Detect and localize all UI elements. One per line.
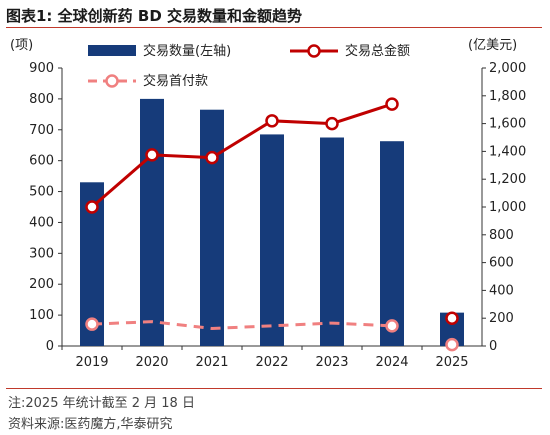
y-left-tick-label: 200 — [29, 277, 54, 292]
total-amount-point — [85, 200, 99, 214]
total-amount-point — [385, 97, 399, 111]
y-left-unit: (项) — [10, 38, 33, 53]
y-right-tick-label: 0 — [489, 339, 497, 354]
title-divider — [6, 27, 542, 28]
footnote: 注:2025 年统计截至 2 月 18 日 — [8, 396, 195, 411]
y-right-tick-label: 600 — [489, 256, 514, 271]
x-tick-label: 2023 — [315, 355, 348, 370]
y-right-tick-label: 2,000 — [489, 61, 526, 76]
footer-divider — [6, 388, 542, 389]
bar — [140, 98, 164, 346]
bar — [380, 141, 404, 346]
y-left-tick-label: 700 — [29, 123, 54, 138]
y-right-tick-label: 400 — [489, 283, 514, 298]
legend-line-label: 交易总金额 — [345, 43, 410, 59]
total-amount-point — [205, 150, 219, 165]
x-tick-labels: 2019 2020 2021 2022 2023 2024 2025 — [61, 346, 469, 370]
y-left-tick-label: 300 — [29, 246, 54, 261]
x-tick-label: 2024 — [375, 355, 408, 370]
total-amount-point — [325, 116, 339, 131]
y-left-tick-label: 800 — [29, 92, 54, 107]
y-left-tick-label: 600 — [29, 154, 54, 169]
y-left-tick-labels: 0 100 200 300 400 500 600 700 800 900 — [29, 61, 62, 354]
legend: 交易数量(左轴) 交易总金额 交易首付款 — [88, 43, 410, 89]
total-amount-point — [265, 114, 279, 128]
total-amount-point-2025 — [445, 311, 459, 325]
source-note: 资料来源:医药魔方,华泰研究 — [8, 417, 173, 432]
y-left-tick-label: 900 — [29, 61, 54, 76]
y-left-tick-label: 500 — [29, 185, 54, 200]
x-tick-label: 2020 — [135, 355, 168, 370]
legend-bar-label: 交易数量(左轴) — [143, 43, 231, 59]
y-left-tick-label: 400 — [29, 215, 54, 230]
legend-dashed-marker — [105, 74, 119, 88]
upfront-point — [385, 319, 399, 333]
y-right-tick-label: 800 — [489, 228, 514, 243]
upfront-point — [85, 317, 99, 331]
y-right-unit: (亿美元) — [468, 38, 517, 53]
x-tick-label: 2025 — [435, 355, 468, 370]
bar — [200, 109, 224, 346]
upfront-line — [91, 320, 393, 330]
y-right-tick-labels: 0 200 400 600 800 1,000 1,200 1,400 1,600 1,800 2,… — [482, 61, 526, 354]
x-tick-label: 2019 — [75, 355, 108, 370]
y-right-tick-label: 1,800 — [489, 89, 526, 104]
y-right-tick-label: 200 — [489, 311, 514, 326]
x-tick-label: 2021 — [195, 355, 228, 370]
upfront-point-2025 — [445, 337, 459, 352]
y-left-tick-label: 0 — [46, 339, 54, 354]
x-tick-label: 2022 — [255, 355, 288, 370]
chart-title: 图表1: 全球创新药 BD 交易数量和金额趋势 — [6, 7, 302, 25]
total-amount-point — [145, 148, 159, 162]
y-right-tick-label: 1,200 — [489, 172, 526, 187]
lines — [85, 97, 459, 352]
y-right-tick-label: 1,600 — [489, 117, 526, 132]
y-right-tick-label: 1,400 — [489, 144, 526, 159]
legend-bar-swatch — [88, 45, 136, 56]
bars — [80, 98, 464, 346]
bar — [320, 137, 344, 346]
y-left-tick-label: 100 — [29, 308, 54, 323]
legend-dashed-label: 交易首付款 — [143, 73, 208, 89]
y-right-tick-label: 1,000 — [489, 200, 526, 215]
total-amount-line — [91, 102, 393, 209]
legend-line-marker — [307, 44, 321, 58]
bar — [260, 134, 284, 346]
